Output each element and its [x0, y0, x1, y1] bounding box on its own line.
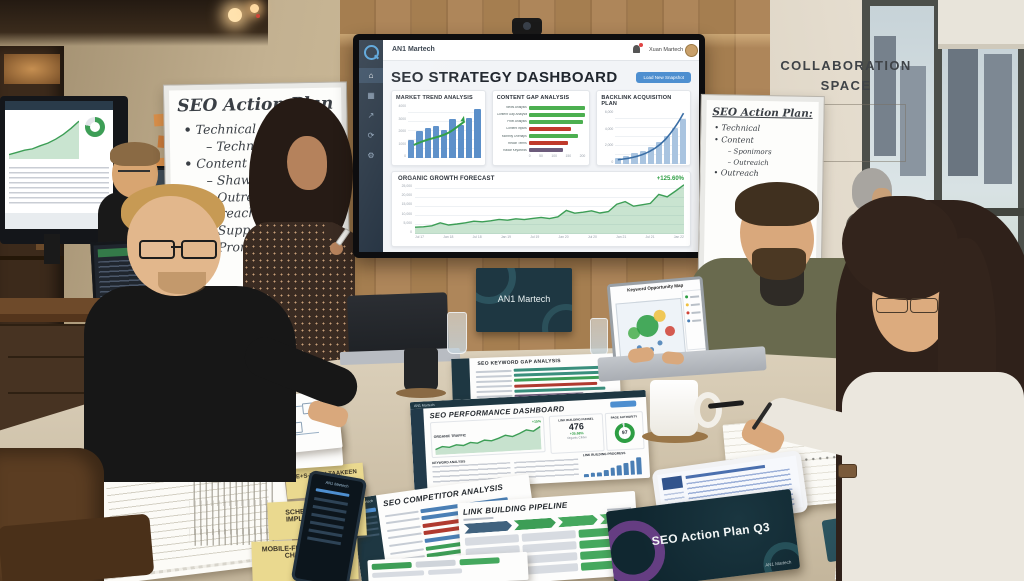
wall-lettering-line1: COLLABORATION: [780, 58, 912, 73]
woman-glasses: [876, 298, 908, 313]
search-icon[interactable]: [364, 45, 379, 60]
forecast-yticks: 25,000 20,000 15,000 10,000 5,000 0: [401, 184, 412, 234]
backlink-card: BACKLINK ACQUISITION PLAN 6,000 4,000 2,00…: [596, 90, 691, 166]
green-shirt-hand-right: [661, 350, 685, 366]
action-plan-title: SEO Action Plan Q3: [650, 519, 771, 549]
green-shirt-beard: [752, 248, 806, 280]
forecast-title: ORGANIC GROWTH FORECAST: [398, 176, 495, 182]
market-trend-chart: [408, 104, 481, 158]
alarm-dot: [256, 14, 260, 18]
black-tshirt: [84, 286, 296, 482]
organic-traffic-panel: ORGANIC TRAFFIC +15%: [429, 416, 546, 459]
market-yticks: 4000 3000 2000 1000 0: [398, 104, 406, 158]
spot-light: [228, 8, 242, 22]
content-gap-title: CONTENT GAP ANALYSIS: [496, 95, 570, 101]
backlink-yticks: 6,000 4,000 2,000 0: [604, 110, 614, 164]
avatar[interactable]: [685, 44, 698, 57]
settings-icon[interactable]: ⚙: [367, 151, 375, 160]
refresh-icon[interactable]: ⟳: [367, 131, 375, 140]
background-monitor-stand: [44, 234, 60, 264]
organic-traffic-delta: +15%: [531, 419, 542, 424]
content-gap-card: CONTENT GAP ANALYSIS News Analysis Conten…: [491, 90, 591, 166]
whiteboard-right-title: SEO Action Plan:: [712, 106, 813, 120]
tv-content: SEO STRATEGY DASHBOARD Load New Snapshot…: [383, 60, 699, 252]
forecast-card: ORGANIC GROWTH FORECAST +125.60% 25,000 2…: [391, 171, 691, 247]
glasses: [118, 170, 150, 172]
wb-right-item: • Outreach: [713, 168, 759, 178]
presenter-face: [287, 136, 327, 190]
green-shirt-hair: [735, 182, 819, 226]
white-shirt: [842, 372, 1024, 581]
bell-icon[interactable]: [633, 45, 640, 53]
tv-user[interactable]: Xuan Martech: [649, 47, 684, 53]
market-trend-title: MARKET TREND ANALYSIS: [396, 95, 473, 101]
dashboard-title: SEO STRATEGY DASHBOARD: [391, 68, 618, 86]
background-monitor-chart: [9, 115, 79, 159]
tv-dashboard: ⌂ ▦ ↗ ⟳ ⚙ AN1 Martech Xuan Martech SEO S…: [353, 34, 705, 258]
ceiling-left: [0, 0, 268, 46]
spot-light-2: [250, 4, 259, 13]
wall-lettering: COLLABORATION SPACE: [772, 56, 920, 95]
map-legend: [681, 289, 707, 351]
market-trend-card: MARKET TREND ANALYSIS 4000 3000 2000 1000 0: [391, 90, 486, 166]
tv-sidebar: ⌂ ▦ ↗ ⟳ ⚙: [359, 40, 383, 252]
water-glass-2: [590, 318, 608, 356]
brand-wall-sign-text: AN1 Martech: [497, 294, 551, 304]
water-glass: [447, 312, 467, 354]
roller-blind: [938, 0, 1024, 49]
tv-brand: AN1 Martech: [392, 46, 435, 53]
coaster: [396, 388, 446, 398]
trend-icon[interactable]: ↗: [367, 111, 375, 120]
wooden-chair-2: [0, 513, 155, 581]
content-gap-chart: News Analysis Content Gap Analysis Pixel A…: [497, 104, 586, 154]
coffee-mug: [650, 380, 722, 436]
page-authority-panel: PAGE AUTHORITY 97: [604, 411, 645, 452]
keyword-ranking-panel: LINK BUILDING FUNNEL 476 +35.68% Organic…: [548, 413, 605, 454]
webcam: [512, 18, 542, 35]
analytics-icon[interactable]: ▦: [367, 91, 375, 100]
brand-wall-sign: AN1 Martech: [476, 268, 572, 332]
home-icon[interactable]: ⌂: [359, 68, 383, 83]
forecast-xticks: Jul 17 Jan 18 Jul 18 Jan 19 Jul 19 Jan 20 Jul …: [415, 235, 684, 239]
woman-hair-front: [842, 196, 958, 300]
forecast-delta: +125.60%: [656, 176, 684, 182]
tv-topbar: AN1 Martech Xuan Martech: [383, 40, 699, 61]
load-snapshot-button[interactable]: Load New Snapshot: [636, 71, 691, 83]
glasses: [139, 240, 175, 259]
tv-screen: ⌂ ▦ ↗ ⟳ ⚙ AN1 Martech Xuan Martech SEO S…: [359, 40, 699, 252]
authority-label: PAGE AUTHORITY: [610, 414, 638, 420]
wrist-watch: [838, 464, 857, 478]
organic-traffic-spark: [434, 425, 542, 455]
progress-bars: [583, 456, 642, 478]
wall-lettering-line2: SPACE: [820, 77, 872, 93]
glasses-lens: [181, 240, 217, 259]
black-tumbler: [404, 348, 438, 392]
background-monitor: [0, 96, 128, 244]
light-beard: [158, 272, 206, 294]
backlink-title: BACKLINK ACQUISITION PLAN: [601, 95, 672, 107]
content-gap-xticks: 0 50 100 150 200: [528, 154, 586, 158]
forecast-chart: [415, 184, 684, 234]
backlink-chart: [615, 110, 687, 164]
performance-sheet: AN1 Martech SEO PERFORMANCE DASHBOARD OR…: [409, 389, 651, 491]
